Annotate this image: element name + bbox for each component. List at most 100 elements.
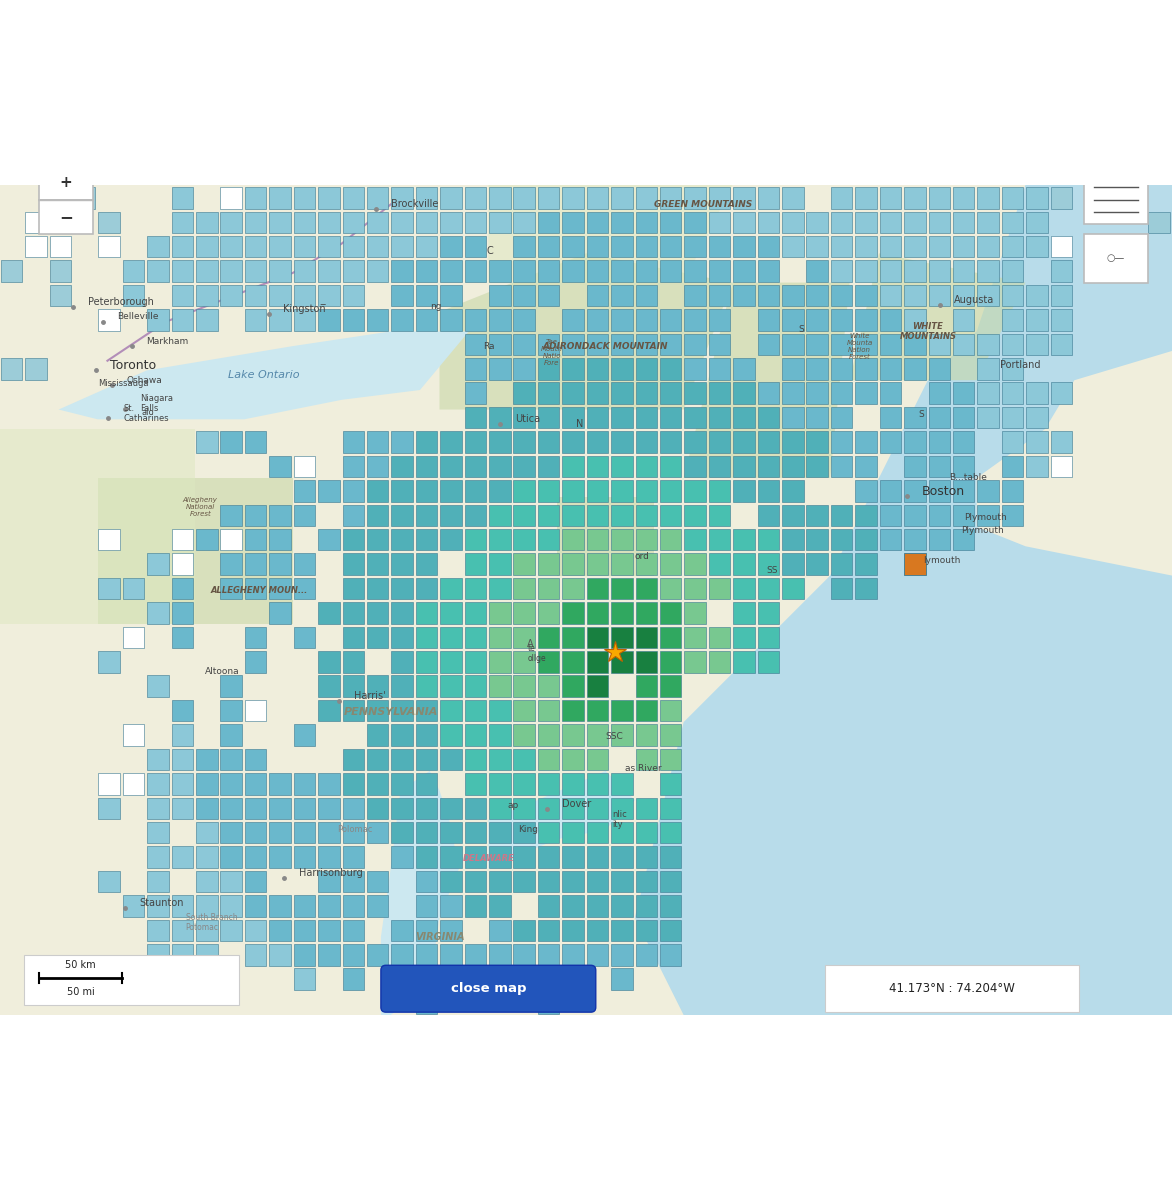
Bar xyxy=(611,577,633,599)
Text: Staunton: Staunton xyxy=(139,898,184,907)
Bar xyxy=(635,895,657,917)
Bar xyxy=(391,187,413,209)
Bar xyxy=(635,553,657,575)
Bar xyxy=(441,822,462,844)
Bar xyxy=(513,310,534,331)
Bar xyxy=(587,431,608,452)
Bar xyxy=(709,553,730,575)
Bar xyxy=(1027,431,1048,452)
Bar xyxy=(953,236,974,258)
Bar xyxy=(171,602,193,624)
Bar xyxy=(464,725,486,745)
Bar xyxy=(294,553,315,575)
Bar xyxy=(171,260,193,282)
Bar xyxy=(416,676,437,697)
Bar xyxy=(464,529,486,551)
Bar xyxy=(684,504,706,526)
Bar xyxy=(318,480,340,502)
Bar xyxy=(757,236,779,258)
Bar xyxy=(660,456,681,478)
Bar xyxy=(635,798,657,820)
Bar xyxy=(318,652,340,672)
Bar xyxy=(270,236,291,258)
Bar xyxy=(757,652,779,672)
Bar xyxy=(220,846,241,868)
Bar xyxy=(294,187,315,209)
Bar xyxy=(441,944,462,966)
Bar xyxy=(342,602,364,624)
Text: nlic
ity: nlic ity xyxy=(612,810,627,829)
Bar xyxy=(684,187,706,209)
Bar xyxy=(342,456,364,478)
Bar xyxy=(563,652,584,672)
Bar xyxy=(953,383,974,404)
Bar xyxy=(245,652,266,672)
Bar xyxy=(977,358,999,379)
Bar xyxy=(416,529,437,551)
Bar xyxy=(342,187,364,209)
Bar xyxy=(245,310,266,331)
Bar xyxy=(294,456,315,478)
Bar xyxy=(342,676,364,697)
Bar xyxy=(660,383,681,404)
Bar xyxy=(148,602,169,624)
Bar xyxy=(489,700,511,721)
Bar xyxy=(880,383,901,404)
Bar xyxy=(611,456,633,478)
Bar xyxy=(538,480,559,502)
Bar xyxy=(342,700,364,721)
Bar xyxy=(880,236,901,258)
Bar xyxy=(856,187,877,209)
Text: lymouth: lymouth xyxy=(924,557,960,565)
Bar xyxy=(953,260,974,282)
Bar xyxy=(684,456,706,478)
Bar xyxy=(684,260,706,282)
Bar xyxy=(660,652,681,672)
Bar xyxy=(611,334,633,355)
Bar xyxy=(416,504,437,526)
Bar xyxy=(831,383,852,404)
Bar xyxy=(294,773,315,794)
Bar xyxy=(611,846,633,868)
Bar xyxy=(270,284,291,306)
Bar xyxy=(123,626,144,648)
Bar xyxy=(367,822,388,844)
Bar xyxy=(611,944,633,966)
Bar xyxy=(734,407,755,428)
Bar xyxy=(635,456,657,478)
Bar xyxy=(611,310,633,331)
Bar xyxy=(904,358,926,379)
Bar xyxy=(806,504,827,526)
Bar xyxy=(220,236,241,258)
Bar xyxy=(587,626,608,648)
Bar xyxy=(196,895,218,917)
Bar xyxy=(245,626,266,648)
Bar xyxy=(489,871,511,893)
Bar xyxy=(49,284,71,306)
Bar xyxy=(1002,187,1023,209)
Bar xyxy=(538,456,559,478)
Bar xyxy=(757,334,779,355)
Bar xyxy=(635,626,657,648)
Text: Dover: Dover xyxy=(561,799,591,809)
Text: Portland: Portland xyxy=(1000,360,1041,370)
Bar xyxy=(1050,236,1072,258)
Bar xyxy=(416,846,437,868)
Bar xyxy=(928,187,950,209)
Bar xyxy=(391,260,413,282)
Bar xyxy=(464,626,486,648)
Bar xyxy=(856,284,877,306)
Bar xyxy=(904,456,926,478)
Bar xyxy=(904,480,926,502)
Bar xyxy=(1002,431,1023,452)
Bar xyxy=(856,211,877,233)
Bar xyxy=(734,480,755,502)
Bar xyxy=(660,529,681,551)
Bar xyxy=(953,407,974,428)
Bar xyxy=(416,992,437,1014)
Bar xyxy=(928,480,950,502)
Bar xyxy=(367,431,388,452)
Bar xyxy=(734,577,755,599)
Bar xyxy=(367,773,388,794)
Bar xyxy=(148,944,169,966)
